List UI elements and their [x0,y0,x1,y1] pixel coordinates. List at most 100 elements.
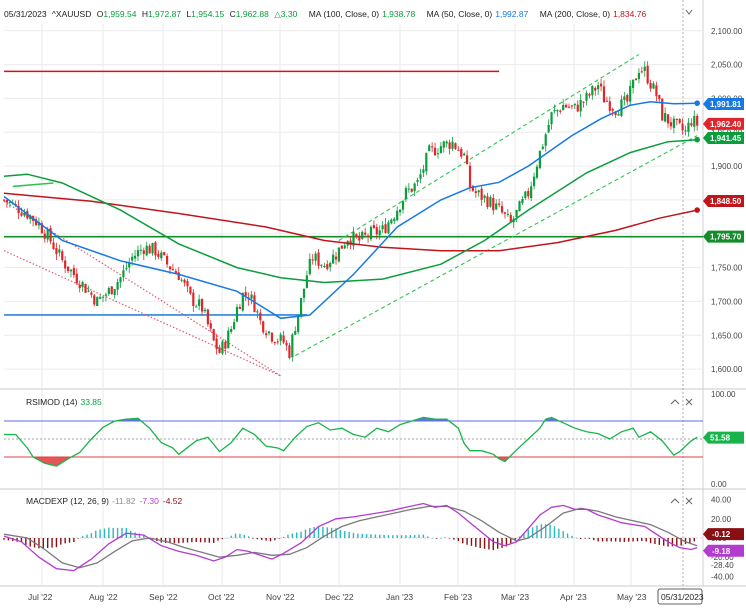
macd-hist-bar [540,524,543,538]
candle-body [84,283,87,293]
x-tick-label: Mar '23 [501,592,529,602]
macd-hist-bar [234,533,237,538]
macd-hist-bar [103,528,106,538]
macd-hist-bar [649,538,652,544]
price-badge [703,97,744,110]
candle-body [576,104,579,112]
candle-body [535,166,539,178]
x-tick-label: Sep '22 [149,592,178,602]
macd-hist-bar [518,536,521,538]
legend-close-label: C [229,9,236,19]
candle-body [186,280,189,287]
macd-hist-bar [169,538,171,544]
candle-body [468,165,472,188]
candle-body [442,141,445,148]
chevron-up-icon[interactable] [670,498,680,504]
candle-body [311,259,314,261]
macd-legend-value-1: -11.82 [112,496,136,506]
macd-hist-bar [383,534,385,538]
x-tick-label: Oct '22 [208,592,235,602]
macd-hist-bar [475,538,477,547]
candle-body [541,146,544,149]
macd-hist-bar [352,532,355,538]
macd-hist-bar [25,538,27,546]
macd-hist-bar [143,534,145,538]
macd-hist-bar [247,536,250,538]
macd-hist-bar [558,528,560,538]
macd-hist-bar [370,534,372,538]
candle-body [116,282,119,290]
macd-hist-bar [317,525,320,538]
chevron-down-icon[interactable] [685,9,693,15]
candle-body [131,256,134,261]
candle-body [58,249,61,253]
candle-body [460,148,463,157]
macd-hist-bar [51,538,53,548]
macd-hist-bar [510,538,512,544]
candle-body [378,230,381,236]
candle-body [305,275,308,288]
candle-body [532,176,536,187]
candle-body [521,198,524,204]
macd-hist-bar [42,538,45,549]
macd-hist-bar [81,536,84,538]
chevron-up-icon[interactable] [670,399,680,405]
candle-body [486,196,489,207]
candle-body [454,143,457,149]
macd-hist-bar [73,538,75,543]
macd-hist-bar [614,538,617,542]
macd-hist-bar [134,532,136,538]
candle-body [562,104,565,111]
macd-hist-bar [217,538,219,541]
candle-body [299,298,303,316]
candle-body [349,240,352,245]
macd-hist-bar [191,538,193,543]
macd-hist-bar [492,538,494,551]
legend-date: 05/31/2023 [4,9,47,19]
macd-hist-bar [514,538,516,540]
price-tick-label: 1,750.00 [711,264,743,273]
candle-body [509,214,512,222]
macd-hist-bar [392,535,394,538]
price-badge [703,132,744,145]
candle-body [90,292,93,295]
candle-body [174,271,177,274]
price-badge-label: 1,941.45 [710,134,742,143]
candle-body [524,191,527,198]
macd-line [3,502,698,572]
x-tick-label: Feb '23 [444,592,472,602]
candle-body [235,306,239,322]
macd-hist-bar [29,538,31,547]
candle-body [666,114,670,124]
macd-hist-bar [405,535,407,538]
candle-body [113,289,116,295]
candle-body [419,174,422,179]
macd-badge-label: -9.18 [712,547,731,556]
candle-body [413,183,416,192]
candle-body [544,134,547,146]
candle-body [17,205,20,214]
candle-body [375,227,378,235]
macd-hist-bar [396,535,398,538]
macd-hist-bar [645,538,647,542]
candle-body [530,186,533,199]
close-icon[interactable] [685,497,693,505]
macd-badge-label: -0.12 [712,530,731,539]
candle-body [634,78,638,81]
rsi-tick-label: 100.00 [711,390,736,399]
close-icon[interactable] [685,398,693,406]
candle-body [142,250,145,254]
candle-body [439,146,442,154]
macd-hist-bar [282,536,285,538]
candle-body [96,297,99,307]
candle-body [433,147,437,156]
macd-tick-label: -28.40 [711,561,734,570]
candle-body [270,332,274,342]
candle-body [40,223,43,234]
rsi-legend: RSIMOD (14) 33.85 [26,397,105,407]
price-badge [703,117,744,130]
macd-hist-bar [619,538,621,542]
candle-body [591,85,594,96]
price-badge [703,194,744,207]
